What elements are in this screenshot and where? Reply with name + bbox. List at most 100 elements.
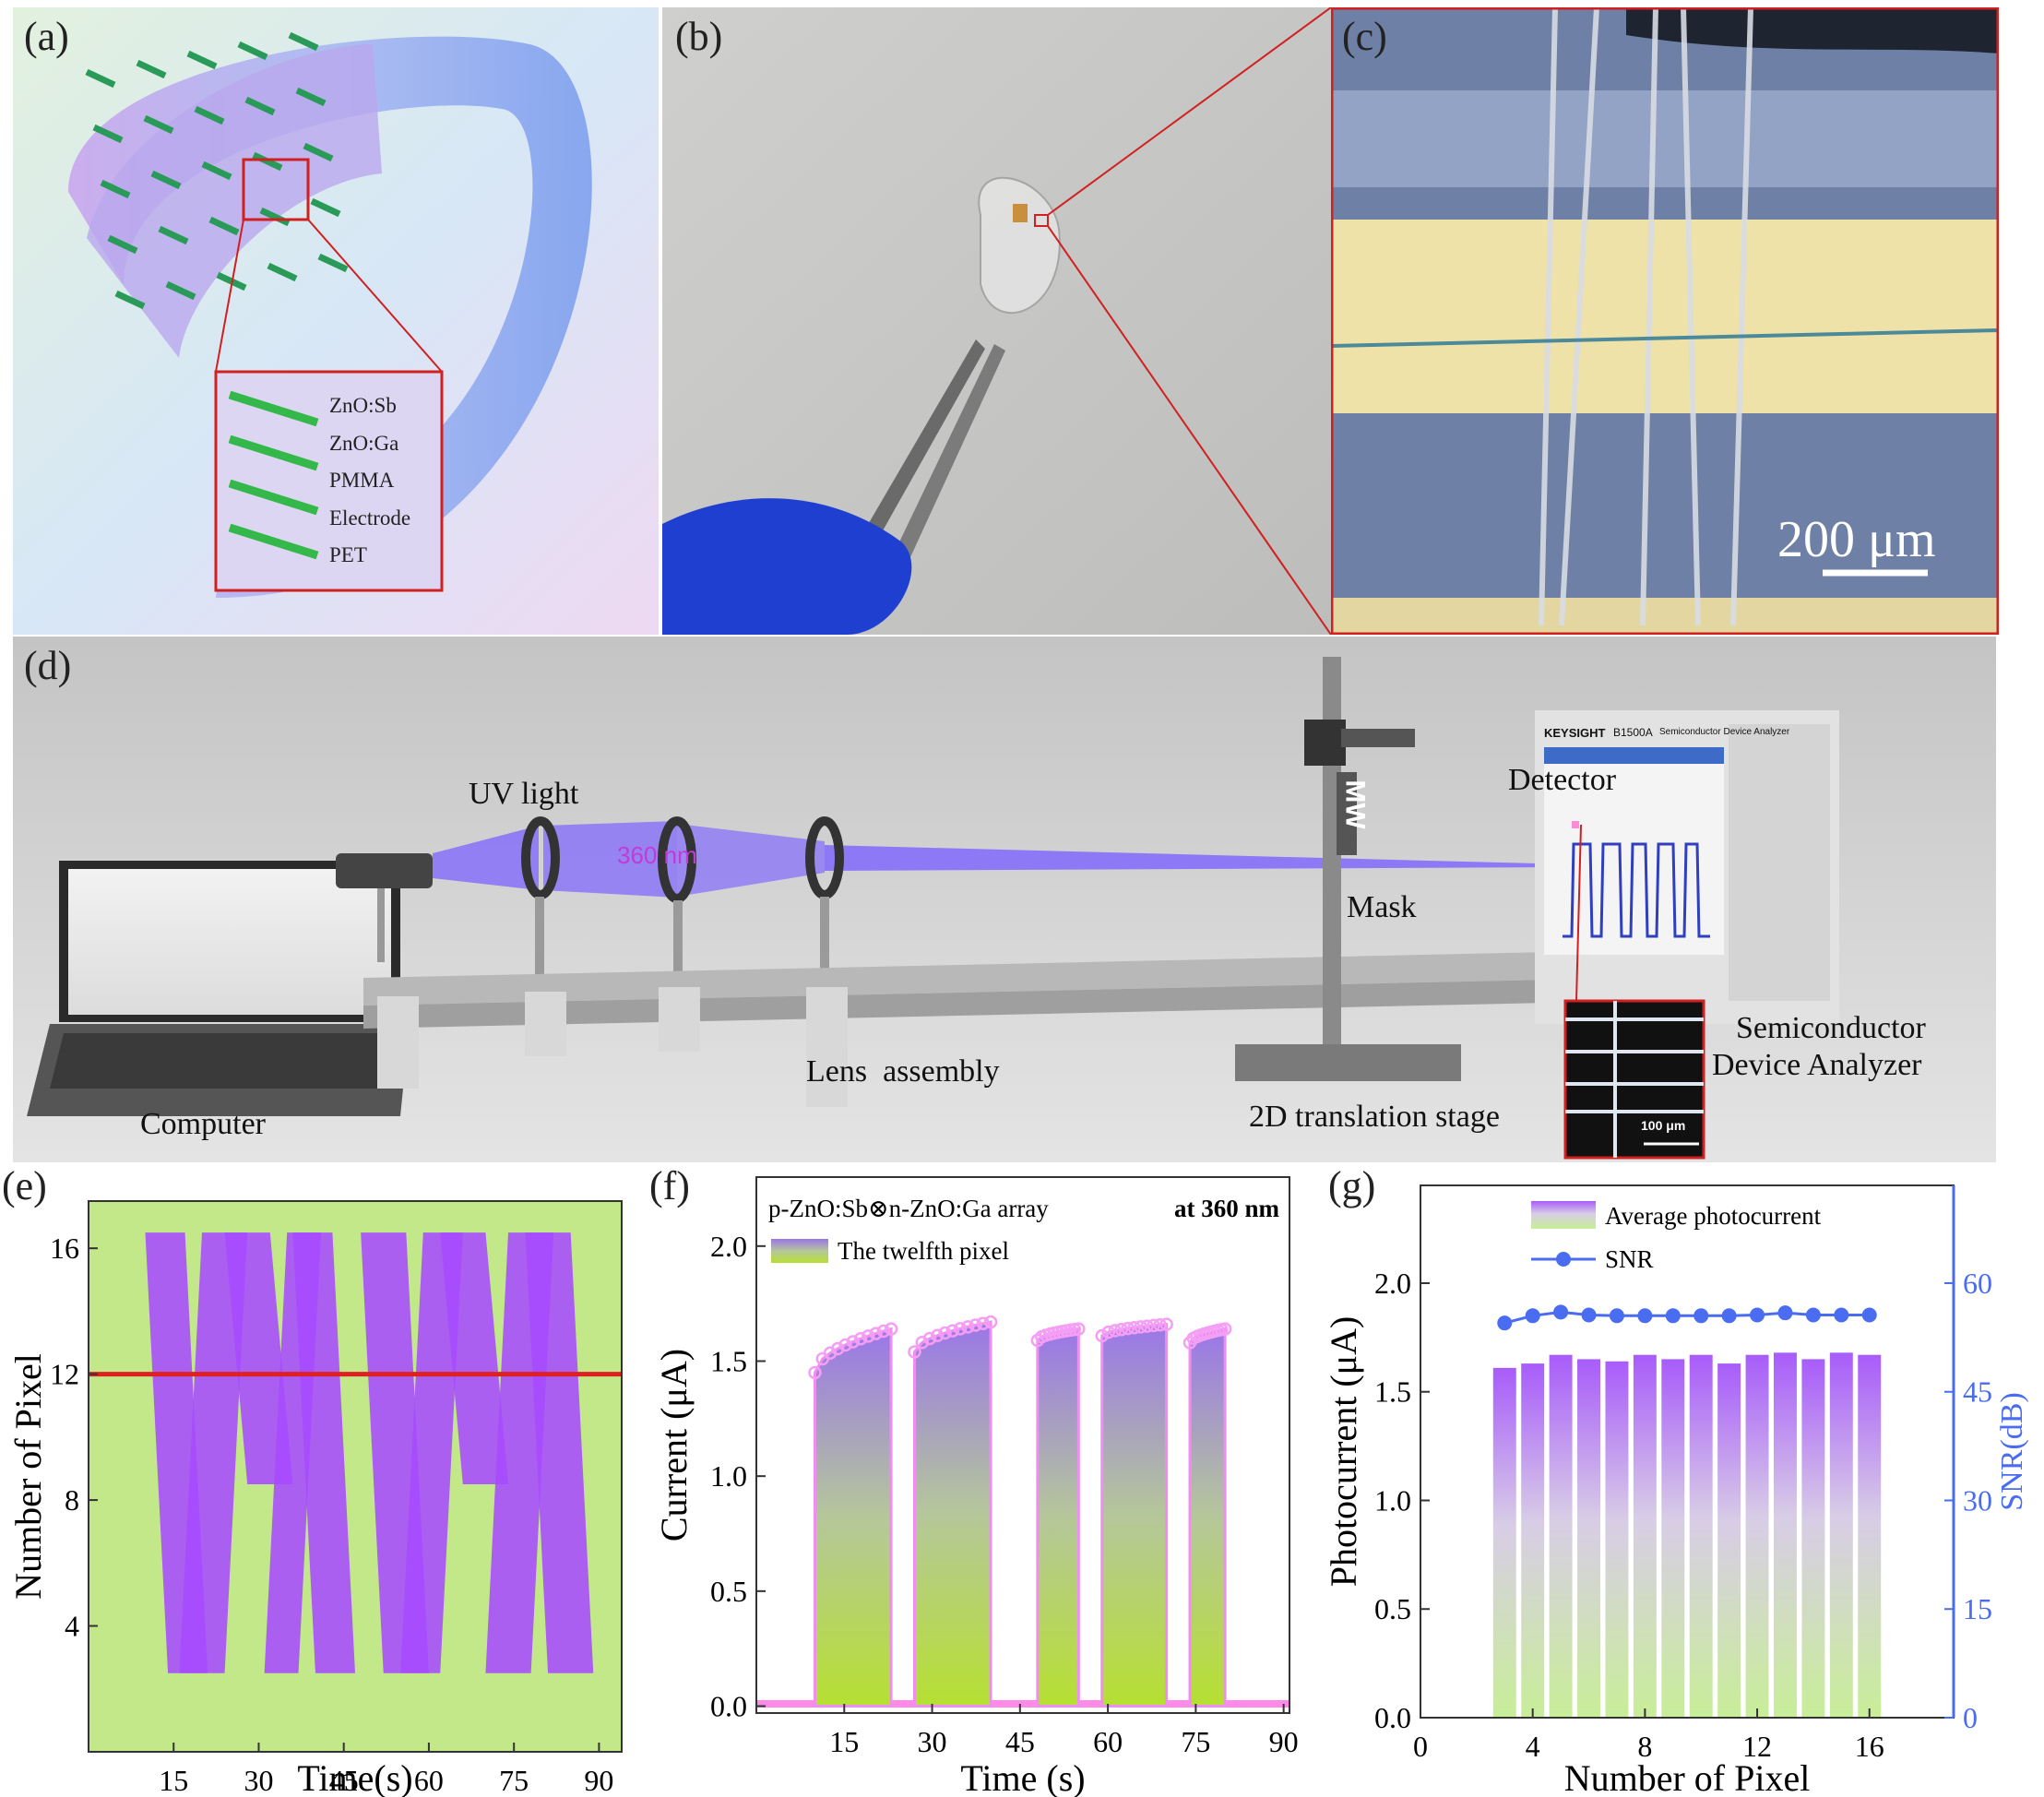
detector-pixel [208, 216, 240, 236]
y-tick-label: 1.0 [1374, 1483, 1411, 1517]
y-tick-label: 12 [50, 1358, 79, 1391]
nanowire [228, 523, 319, 560]
photocurrent-bar [1717, 1363, 1741, 1718]
photocurrent-bar [1689, 1354, 1713, 1718]
layer-label-znoga: ZnO:Ga [329, 431, 399, 455]
analyzer-model-sub: Semiconductor Device Analyzer [1659, 727, 1790, 737]
photocurrent-pulse [814, 1327, 893, 1708]
snr-point [1665, 1308, 1681, 1324]
y-tick-label: 8 [65, 1483, 79, 1517]
label-mask: Mask [1347, 890, 1417, 924]
detector-pixel [237, 41, 268, 61]
data-point [983, 1315, 998, 1329]
label-analyzer-line2: Device Analyzer [1712, 1048, 1922, 1082]
legend-swatch-snr-marker [1556, 1252, 1571, 1267]
data-point [938, 1326, 952, 1340]
mask-letters: MW [1339, 779, 1371, 829]
x-axis-label: Time (s) [960, 1757, 1085, 1797]
y-axis-label: Current (μA) [653, 1349, 695, 1541]
data-point [1072, 1322, 1086, 1336]
x-tick-label: 45 [1005, 1725, 1035, 1758]
photocurrent-bar [1577, 1359, 1600, 1718]
photocurrent-pulse [1100, 1322, 1169, 1708]
snr-point [1834, 1307, 1849, 1323]
layer-label-znosb: ZnO:Sb [329, 394, 397, 417]
snr-point [1553, 1304, 1569, 1320]
panel-label-f: (f) [649, 1164, 690, 1208]
data-point [976, 1316, 991, 1331]
data-point [1121, 1321, 1135, 1336]
data-point [831, 1341, 845, 1356]
photocurrent-bar [1774, 1352, 1797, 1718]
panel-c: (c) 200 μm [1331, 7, 1999, 635]
photocurrent-bar [1829, 1352, 1853, 1718]
detector-pixel [194, 105, 225, 125]
y-tick-label: 1.0 [710, 1459, 747, 1493]
snr-point [1581, 1307, 1597, 1323]
panel-label-b: (b) [675, 14, 723, 59]
analyzer-brand: KEYSIGHT [1544, 726, 1606, 740]
detector-pixel [150, 170, 182, 190]
panel-g: 0 4 8 12 16 0.0 0.5 1.0 1.5 2.0 0 15 30 45 60 Number of… [1310, 1164, 2044, 1797]
snr-point [1777, 1305, 1793, 1321]
photocurrent-snr-chart: 0 4 8 12 16 0.0 0.5 1.0 1.5 2.0 0 15 30 45 60 Number of… [1323, 1184, 2029, 1797]
x-tick-label: 90 [1269, 1725, 1299, 1758]
data-point [1153, 1317, 1167, 1332]
data-point [1095, 1328, 1109, 1343]
label-analyzer-line1: Semiconductor [1736, 1011, 1926, 1045]
snr-point [1637, 1308, 1653, 1324]
nanowire [228, 479, 319, 516]
x-tick-label: 45 [329, 1764, 359, 1797]
detector-pixel [288, 31, 319, 52]
analyzer-model: B1500A [1613, 726, 1653, 739]
data-point [1127, 1320, 1141, 1335]
photocurrent-bar [1745, 1354, 1769, 1718]
photocurrent-bar [1858, 1354, 1882, 1718]
panel-label-c: (c) [1342, 14, 1387, 59]
chart-title: p-ZnO:Sb⊗n-ZnO:Ga array [768, 1195, 1049, 1222]
detector-pixel [114, 290, 146, 310]
x-tick-label: 60 [1093, 1725, 1123, 1758]
data-point [961, 1320, 975, 1334]
heatmap-on-region [292, 1232, 355, 1673]
y2-tick-label: 0 [1963, 1701, 1978, 1734]
detector-pixel [303, 142, 334, 162]
data-point [1140, 1319, 1154, 1333]
heatmap-on-region [224, 1232, 293, 1485]
photocurrent-bar [1492, 1367, 1516, 1718]
detector-pixel [92, 124, 124, 144]
photocurrent-pulse [912, 1320, 992, 1708]
data-point [1101, 1325, 1115, 1339]
data-point [808, 1365, 822, 1380]
y-tick-label: 2.0 [710, 1230, 747, 1263]
y-tick-label: 2.0 [1374, 1267, 1411, 1300]
layer-label-pet: PET [329, 543, 367, 566]
label-wavelength: 360 nm [617, 841, 697, 869]
detector-pixel [317, 253, 349, 273]
data-point [1218, 1322, 1232, 1336]
y-tick-label: 1.5 [1374, 1375, 1411, 1409]
panel-label-a: (a) [24, 14, 69, 59]
snr-point [1497, 1315, 1513, 1331]
layer-labels: ZnO:Sb ZnO:Ga PMMA Electrode PET [329, 387, 410, 575]
detector-pixel [201, 161, 232, 181]
panel-d: (d) UV light 360 nm Detector Mask MW Com… [13, 637, 1996, 1162]
nanowire [228, 390, 319, 427]
photocurrent-bar [1549, 1354, 1573, 1718]
nanowire [228, 434, 319, 471]
x-tick-label: 16 [1855, 1730, 1884, 1763]
photocurrent-bar [1521, 1363, 1545, 1718]
legend-label-bars: Average photocurrent [1605, 1202, 1822, 1230]
data-point [853, 1332, 868, 1346]
flexible-array-illustration [13, 7, 659, 635]
photocurrent-pulse [1036, 1327, 1080, 1708]
snr-point [1609, 1308, 1624, 1324]
inset-scale-label: 100 μm [1641, 1118, 1686, 1133]
legend-label: The twelfth pixel [838, 1237, 1009, 1265]
x-tick-label: 4 [1526, 1730, 1540, 1763]
detector-pixel [143, 114, 174, 135]
detector-pixel [295, 87, 327, 107]
y2-tick-label: 30 [1963, 1483, 1992, 1517]
plot-frame [755, 1176, 1290, 1714]
heatmap-on-region [179, 1232, 248, 1673]
